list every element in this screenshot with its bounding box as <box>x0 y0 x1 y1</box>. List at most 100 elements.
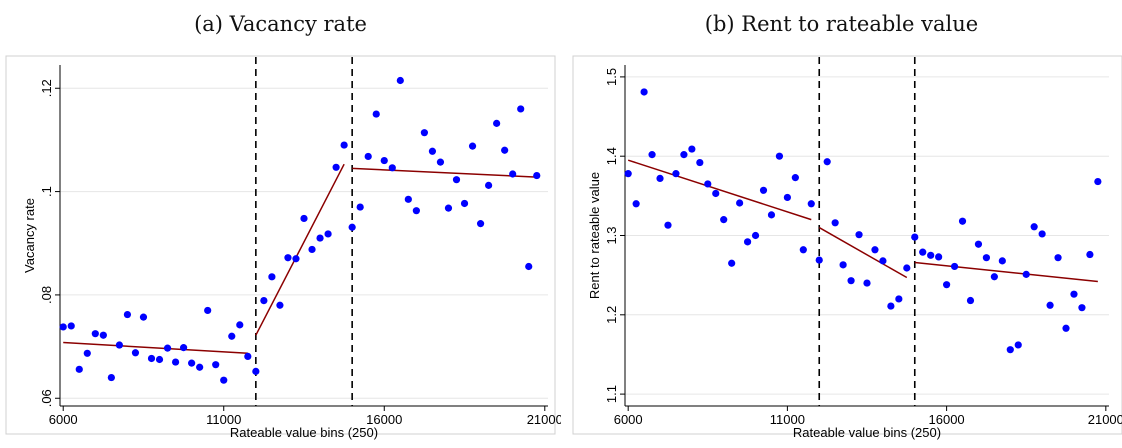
scatter-point <box>943 281 951 289</box>
scatter-point <box>624 170 632 178</box>
scatter-point <box>1030 223 1038 231</box>
scatter-point <box>396 76 404 85</box>
scatter-point <box>107 373 115 382</box>
scatter-point <box>276 301 284 309</box>
y-tick-label: .12 <box>39 79 54 97</box>
scatter-point <box>1006 346 1014 354</box>
scatter-point <box>1094 177 1102 186</box>
scatter-point <box>982 254 991 262</box>
x-tick-label: 11000 <box>770 412 805 427</box>
scatter-point <box>67 322 75 330</box>
fit-line-segment <box>627 159 812 221</box>
scatter-point <box>879 257 887 265</box>
scatter-point <box>340 141 348 149</box>
scatter-point <box>171 358 180 366</box>
scatter-point <box>428 147 437 155</box>
scatter-point <box>736 199 744 207</box>
scatter-point <box>83 349 91 357</box>
scatter-point <box>966 296 975 305</box>
scatter-point <box>444 204 453 212</box>
scatter-point <box>831 219 839 227</box>
scatter-point <box>388 164 396 172</box>
scatter-point <box>743 238 752 246</box>
y-axis-title: Rent to rateable value <box>587 172 602 299</box>
scatter-point <box>847 277 855 285</box>
scatter-point <box>196 363 204 371</box>
scatter-point <box>91 330 99 338</box>
scatter-point <box>895 295 903 303</box>
scatter-point <box>155 355 164 364</box>
scatter-point <box>632 200 640 208</box>
y-tick-label: 1.4 <box>604 147 619 165</box>
panel-vacancy-rate: (a) Vacancy rate 6000 11000 16000 21000 .06.… <box>5 12 561 440</box>
scatter-point <box>664 221 672 229</box>
x-tick-label: 6000 <box>614 412 643 427</box>
scatter-point <box>268 273 276 281</box>
scatter-point <box>485 181 493 189</box>
scatter-point <box>990 273 998 281</box>
x-tick-label: 16000 <box>929 412 965 427</box>
scatter-point <box>300 214 308 223</box>
scatter-point <box>228 332 236 340</box>
scatter-point <box>308 245 316 254</box>
scatter-point <box>958 217 967 225</box>
scatter-point <box>436 158 445 166</box>
scatter-point <box>236 321 244 329</box>
scatter-point <box>380 156 388 165</box>
scatter-point <box>640 88 648 96</box>
scatter-point <box>680 151 688 159</box>
fit-line-segment <box>63 341 248 355</box>
scatter-point <box>252 367 260 375</box>
scatter-point <box>767 211 776 219</box>
panel-rent-to-rateable-value: (b) Rent to rateable value 6000 11000 1600… <box>561 0 1122 448</box>
scatter-point <box>871 246 879 254</box>
scatter-point <box>935 253 943 261</box>
scatter-point <box>525 262 533 271</box>
scatter-point <box>728 259 736 267</box>
panel-title: (a) Vacancy rate <box>194 12 367 36</box>
y-tick-label: .08 <box>39 286 54 304</box>
scatter-point <box>284 254 292 262</box>
y-tick-label: 1.5 <box>604 68 619 86</box>
scatter-point <box>704 180 712 188</box>
scatter-point <box>887 302 895 310</box>
scatter-point <box>292 255 300 263</box>
scatter-point <box>115 341 123 349</box>
scatter-point <box>855 231 863 239</box>
scatter-point <box>139 313 148 321</box>
scatter-point <box>75 365 83 373</box>
x-tick-label: 21000 <box>1088 412 1122 427</box>
x-tick-label: 6000 <box>49 412 78 427</box>
scatter-point <box>950 262 959 271</box>
scatter-point <box>751 231 760 240</box>
x-tick-label: 21000 <box>527 412 561 427</box>
scatter-point <box>123 310 132 319</box>
fit-line-segment <box>255 163 345 336</box>
scatter-point <box>1062 324 1070 332</box>
scatter-point <box>460 199 469 208</box>
scatter-point <box>1086 250 1094 259</box>
scatter-point <box>974 240 983 248</box>
scatter-point <box>775 152 784 160</box>
scatter-point <box>420 129 428 137</box>
y-tick-label: 1.1 <box>604 385 619 403</box>
chart-vacancy-rate: 6000 11000 16000 21000 .06 .08 .1 .12 Rateable v… <box>5 55 561 440</box>
scatter-point <box>452 176 461 184</box>
scatter-point <box>533 171 541 180</box>
scatter-point <box>648 151 656 159</box>
y-axis-title: Vacancy rate <box>22 198 37 273</box>
scatter-point <box>1054 254 1062 262</box>
scatter-point <box>180 344 188 352</box>
scatter-point <box>509 170 517 178</box>
scatter-point <box>316 234 324 242</box>
outer-frame <box>5 55 556 435</box>
scatter-point <box>188 359 196 367</box>
scatter-point <box>404 195 412 203</box>
scatter-point <box>712 189 720 198</box>
fit-line-segment <box>914 261 1098 283</box>
y-tick-label: 1.3 <box>604 226 619 244</box>
scatter-point <box>807 200 815 208</box>
scatter-point <box>720 216 728 224</box>
fit-line-segment <box>818 226 908 279</box>
scatter-point <box>493 119 501 127</box>
